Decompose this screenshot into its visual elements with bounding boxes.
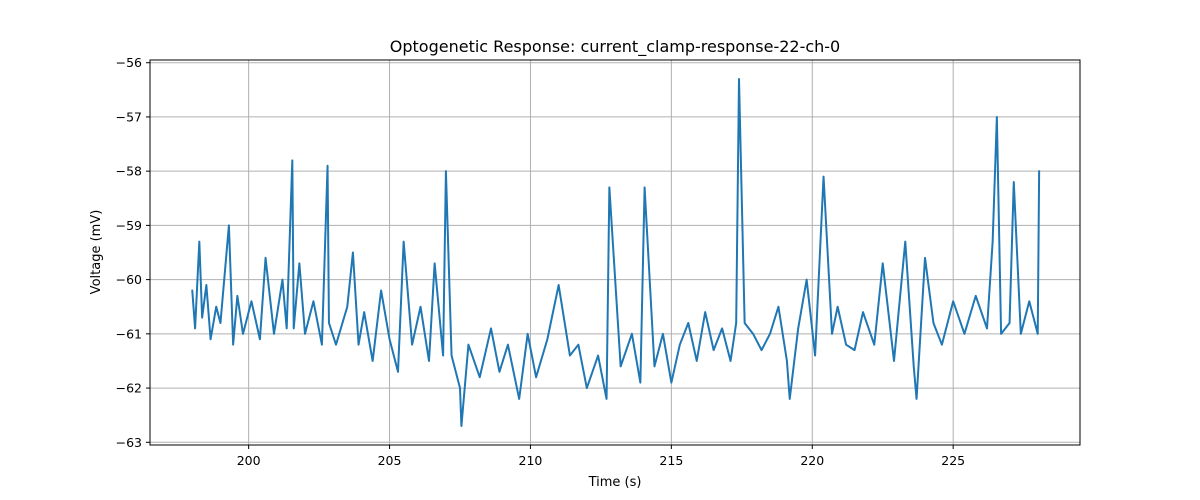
y-tick-label: −62 [116, 381, 142, 396]
x-axis-label: Time (s) [588, 475, 642, 490]
x-tick-label: 200 [237, 453, 261, 468]
x-tick-label: 210 [519, 453, 543, 468]
chart-title: Optogenetic Response: current_clamp-resp… [390, 37, 840, 57]
y-tick-label: −63 [116, 435, 142, 450]
plot-area-frame [149, 59, 1081, 446]
y-tick-label: −61 [116, 326, 142, 341]
y-axis-label: Voltage (mV) [89, 210, 104, 295]
voltage-trace-line [191, 77, 1041, 428]
y-axis-ticks: −63 −62 −61 −60 −59 −58 −57 −56 [116, 55, 150, 450]
x-tick-label: 205 [378, 453, 402, 468]
x-tick-label: 220 [800, 453, 824, 468]
y-tick-label: −58 [116, 164, 142, 179]
x-tick-label: 225 [941, 453, 965, 468]
x-axis-ticks: 200 205 210 215 220 225 [237, 445, 965, 468]
x-tick-label: 215 [659, 453, 683, 468]
y-tick-label: −56 [116, 55, 142, 70]
y-tick-label: −59 [116, 218, 142, 233]
y-tick-label: −60 [116, 272, 142, 287]
y-tick-label: −57 [116, 109, 142, 124]
grid-lines [150, 60, 1080, 445]
data-trace-group [191, 77, 1041, 428]
